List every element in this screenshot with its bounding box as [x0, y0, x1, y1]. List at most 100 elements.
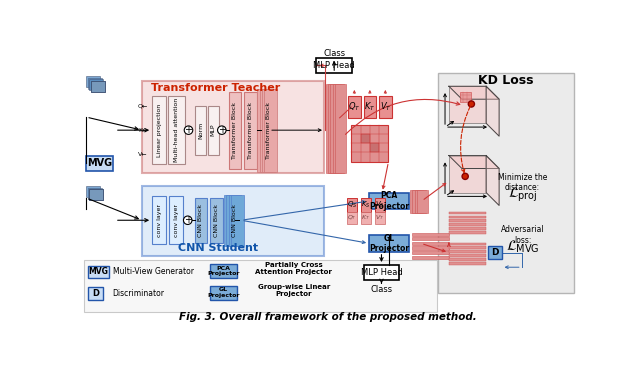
Text: Transformer Block: Transformer Block: [232, 102, 237, 158]
Bar: [262, 89, 275, 172]
Text: Group-wise Linear
Projector: Group-wise Linear Projector: [258, 284, 330, 297]
Bar: [84, 259, 436, 312]
Bar: [348, 96, 360, 118]
Bar: [88, 188, 102, 199]
Bar: [316, 58, 352, 73]
Bar: [449, 250, 486, 253]
Text: MLP Head: MLP Head: [314, 61, 355, 70]
Bar: [210, 198, 223, 243]
Text: MVG: MVG: [87, 158, 112, 168]
Text: Multi-View Generator: Multi-View Generator: [113, 267, 194, 276]
Text: MVG: MVG: [89, 267, 109, 276]
Bar: [244, 92, 257, 169]
Bar: [86, 76, 100, 87]
Text: $K_T$: $K_T$: [364, 101, 376, 113]
Bar: [364, 96, 376, 118]
Bar: [449, 254, 486, 257]
Text: Linear projection: Linear projection: [157, 104, 161, 157]
Bar: [374, 212, 385, 224]
Bar: [152, 197, 166, 244]
Bar: [449, 220, 486, 222]
Bar: [169, 197, 183, 244]
Bar: [369, 235, 410, 252]
Text: $Q_S$: $Q_S$: [347, 200, 357, 210]
Bar: [412, 237, 449, 240]
Bar: [86, 156, 113, 171]
Bar: [333, 84, 344, 172]
Bar: [335, 84, 346, 172]
Bar: [412, 256, 449, 259]
Bar: [264, 89, 277, 172]
Bar: [360, 198, 371, 212]
Text: Adversarial
loss:: Adversarial loss:: [500, 225, 545, 244]
Bar: [88, 78, 102, 89]
Text: Minimize the
distance:: Minimize the distance:: [498, 173, 547, 192]
Text: Transformer Block: Transformer Block: [266, 102, 271, 158]
Bar: [208, 105, 219, 155]
Bar: [449, 231, 486, 234]
Text: conv layer: conv layer: [157, 204, 161, 237]
Bar: [224, 195, 237, 246]
Bar: [374, 198, 385, 212]
Text: Partially Cross
Attention Projector: Partially Cross Attention Projector: [255, 262, 332, 275]
Text: K←: K←: [138, 128, 147, 132]
Text: MLP: MLP: [211, 124, 216, 137]
Text: $V_T$: $V_T$: [380, 101, 391, 113]
Bar: [449, 243, 486, 245]
Bar: [379, 96, 392, 118]
Text: Class: Class: [323, 49, 345, 59]
Bar: [370, 143, 379, 153]
Bar: [351, 125, 388, 162]
Text: $\mathcal{L}_{\mathrm{MVG}}$: $\mathcal{L}_{\mathrm{MVG}}$: [506, 239, 540, 255]
Text: Class: Class: [371, 285, 392, 294]
Bar: [412, 242, 449, 245]
Polygon shape: [449, 86, 499, 99]
Bar: [88, 266, 109, 278]
Bar: [449, 156, 486, 193]
Bar: [360, 212, 371, 224]
Text: $Q_T$: $Q_T$: [347, 213, 357, 222]
Bar: [488, 246, 502, 259]
Text: PCA
Projector: PCA Projector: [369, 191, 410, 211]
Bar: [412, 246, 449, 250]
Bar: [168, 96, 186, 164]
Bar: [410, 190, 421, 213]
Circle shape: [184, 216, 192, 224]
Bar: [449, 258, 486, 261]
Bar: [449, 212, 486, 214]
Text: Multi-head attention: Multi-head attention: [174, 98, 179, 162]
Text: D: D: [92, 289, 99, 298]
Bar: [438, 73, 573, 293]
Text: $\mathcal{L}_{\mathrm{proj}}$: $\mathcal{L}_{\mathrm{proj}}$: [508, 186, 538, 204]
Bar: [229, 92, 241, 169]
Bar: [142, 81, 324, 173]
Polygon shape: [449, 156, 499, 168]
Text: Discriminator: Discriminator: [112, 289, 164, 298]
Text: $K_S$: $K_S$: [361, 200, 371, 210]
Text: Transformer Teacher: Transformer Teacher: [151, 83, 280, 93]
Bar: [231, 195, 244, 246]
Bar: [360, 134, 370, 143]
Text: Fig. 3. Overall framework of the proposed method.: Fig. 3. Overall framework of the propose…: [179, 311, 477, 321]
Text: conv layer: conv layer: [173, 204, 179, 237]
Circle shape: [218, 126, 226, 134]
Bar: [347, 212, 358, 224]
Text: CNN Block: CNN Block: [198, 204, 204, 237]
Bar: [90, 190, 103, 200]
Text: MLP Head: MLP Head: [360, 268, 403, 277]
Bar: [195, 105, 206, 155]
Bar: [369, 193, 410, 209]
Bar: [260, 89, 272, 172]
Bar: [227, 195, 239, 246]
Bar: [210, 286, 237, 299]
Text: Transformer Block: Transformer Block: [248, 102, 253, 158]
Text: CNN Block: CNN Block: [214, 204, 219, 237]
Bar: [210, 264, 237, 278]
Bar: [326, 84, 337, 172]
Text: +: +: [184, 125, 193, 135]
Bar: [449, 227, 486, 230]
Bar: [449, 223, 486, 226]
Bar: [195, 198, 207, 243]
Text: D: D: [491, 248, 499, 257]
Polygon shape: [486, 156, 499, 205]
